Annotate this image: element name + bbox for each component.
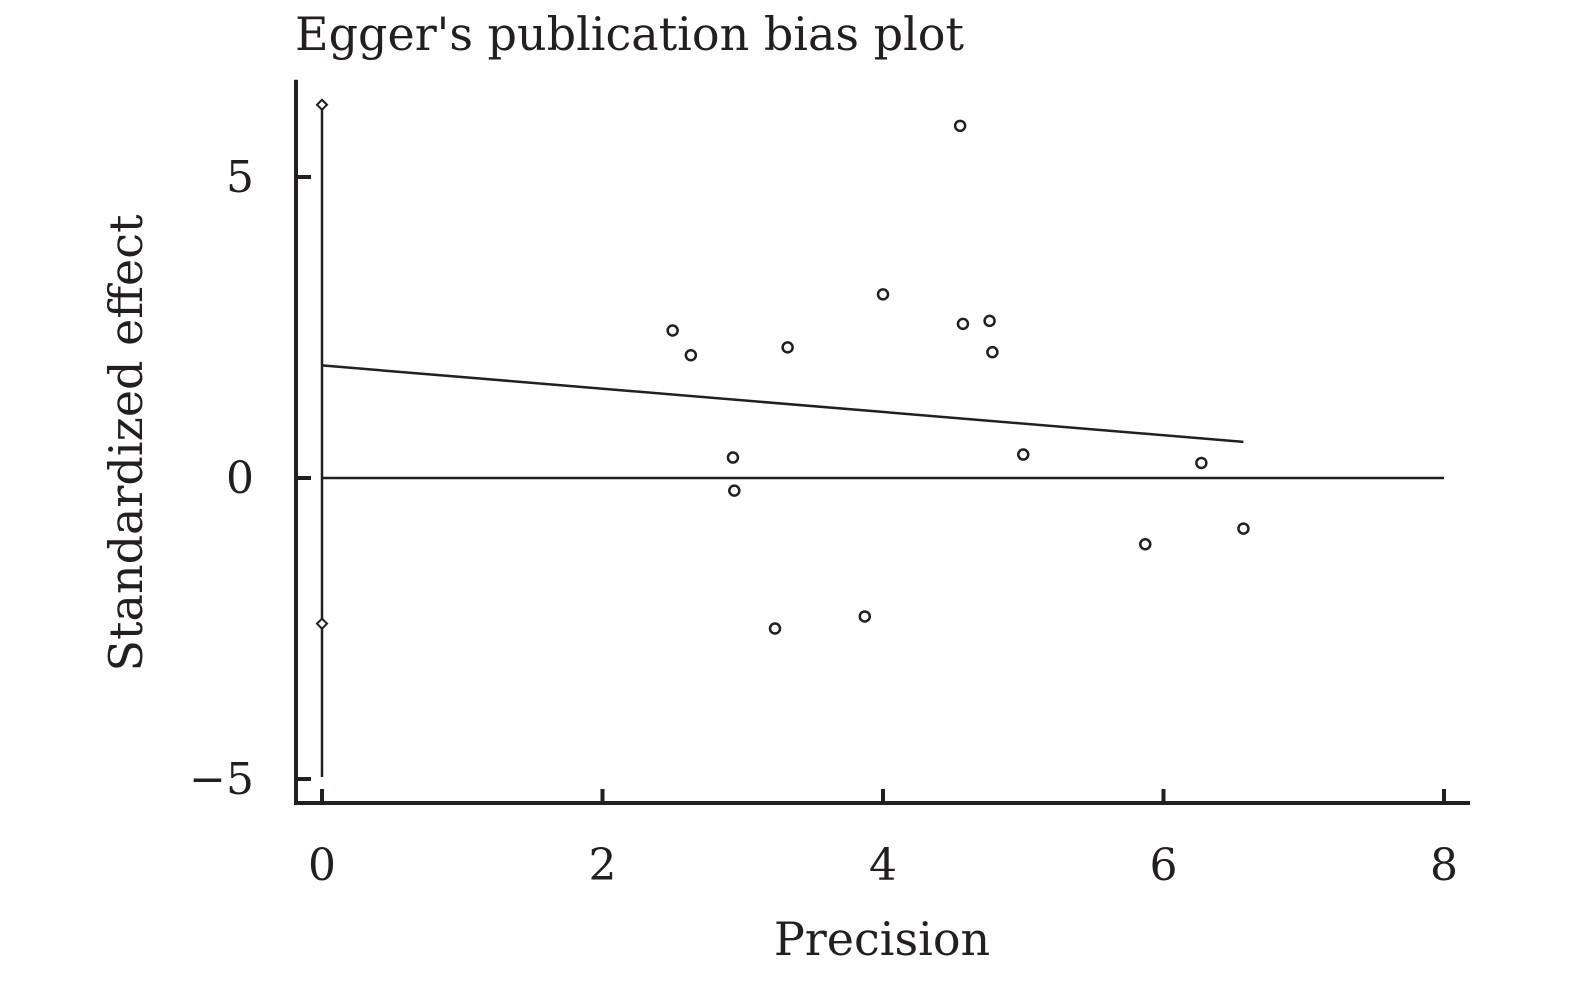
data-point: [768, 622, 782, 635]
data-point: [858, 610, 872, 623]
chart-title: Egger's publication bias plot: [295, 7, 964, 61]
y-tick-label: −5: [189, 754, 254, 805]
regression-line: [321, 364, 1244, 444]
intercept-ci-marker: [315, 98, 329, 112]
y-tick-label: 0: [226, 453, 254, 504]
data-point: [1237, 522, 1250, 535]
data-point: [1139, 537, 1152, 551]
x-tick-label: 8: [1430, 840, 1458, 891]
data-point: [953, 119, 967, 133]
x-tick-label: 0: [308, 840, 336, 891]
data-point: [876, 288, 890, 301]
y-tick-label: 5: [226, 152, 254, 203]
data-point: [1195, 456, 1208, 470]
x-tick-label: 4: [869, 840, 897, 891]
data-point: [983, 314, 996, 328]
intercept-ci-marker: [315, 617, 329, 631]
data-point: [956, 317, 970, 331]
data-point: [781, 341, 794, 354]
data-point: [728, 484, 741, 497]
plot-area: 0 2 4 6 8 −5 0 5: [189, 79, 1470, 891]
x-tick-label: 6: [1150, 840, 1178, 891]
data-point: [726, 451, 740, 464]
data-point: [666, 324, 679, 337]
x-tick-label: 2: [589, 840, 617, 891]
x-axis-label: Precision: [774, 912, 990, 966]
data-point: [986, 345, 999, 359]
y-axis-label: Standardized effect: [99, 214, 153, 671]
data-point: [1017, 448, 1030, 461]
data-point: [684, 348, 698, 362]
